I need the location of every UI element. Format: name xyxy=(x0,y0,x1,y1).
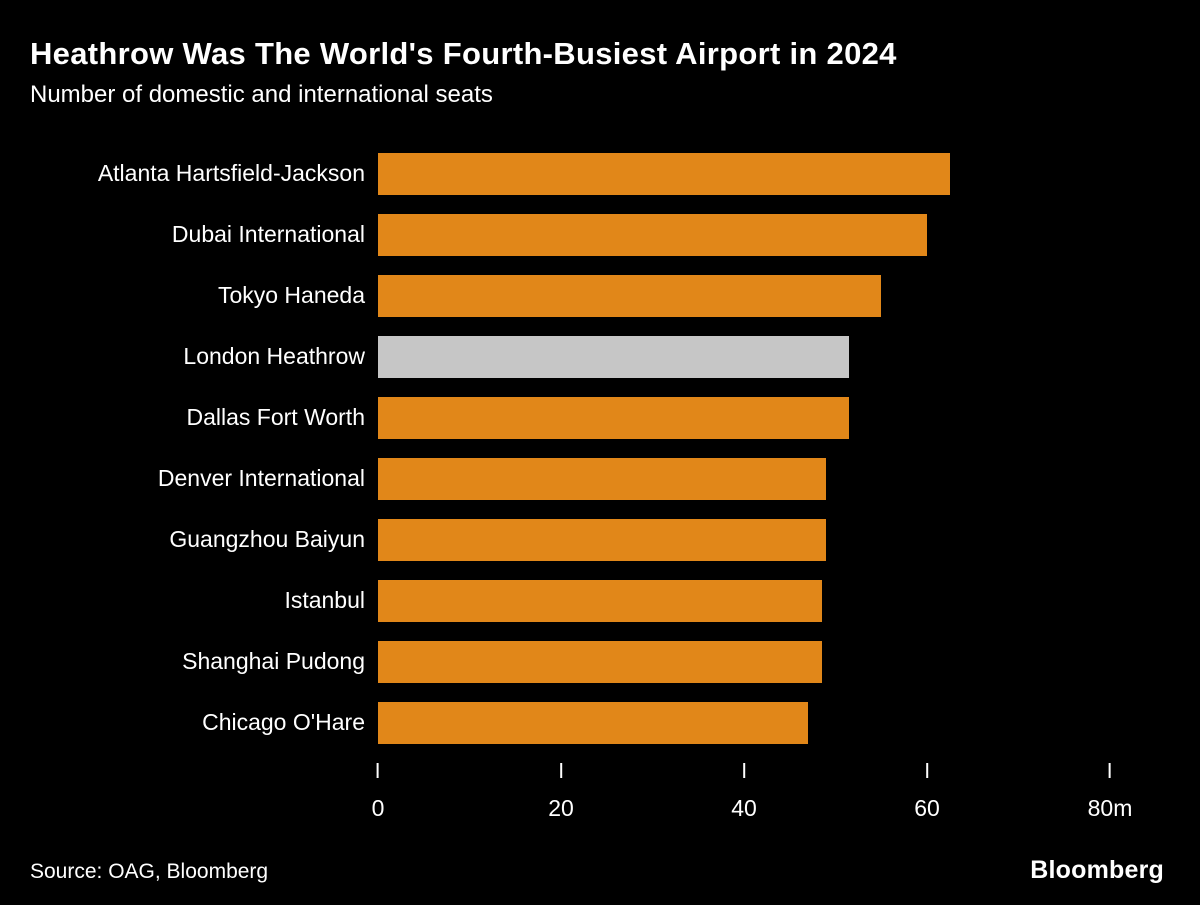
bar xyxy=(378,274,882,317)
bar-track xyxy=(378,579,1110,622)
bar-label: Tokyo Haneda xyxy=(217,282,365,309)
x-tick: 20 xyxy=(548,762,574,822)
bar-label: London Heathrow xyxy=(183,343,365,370)
bar-row: Atlanta Hartsfield-Jackson xyxy=(30,152,1110,195)
bar xyxy=(378,701,809,744)
bar-track xyxy=(378,396,1110,439)
bar-track xyxy=(378,457,1110,500)
chart-header: Heathrow Was The World's Fourth-Busiest … xyxy=(30,36,1170,109)
bar-row: Guangzhou Baiyun xyxy=(30,518,1110,561)
bar-label: Atlanta Hartsfield-Jackson xyxy=(97,160,365,187)
bar xyxy=(378,152,950,195)
bar-track xyxy=(378,701,1110,744)
bar-rows: Atlanta Hartsfield-Jackson Dubai Internat… xyxy=(30,152,1110,744)
x-tick-label: 40 xyxy=(731,794,757,821)
x-tick-mark xyxy=(1109,762,1111,778)
bar xyxy=(378,579,822,622)
bar-track xyxy=(378,518,1110,561)
source-text: Source: OAG, Bloomberg xyxy=(30,860,269,883)
bar-label: Istanbul xyxy=(284,587,365,614)
x-tick-mark xyxy=(926,762,928,778)
bar-label: Chicago O'Hare xyxy=(202,709,365,736)
chart-subtitle: Number of domestic and international sea… xyxy=(30,80,493,108)
bar-label: Denver International xyxy=(157,465,365,492)
bar xyxy=(378,640,822,683)
bar-track xyxy=(378,152,1110,195)
x-tick-label: 0 xyxy=(371,794,385,821)
x-tick: 80m xyxy=(1087,762,1133,822)
bar-track xyxy=(378,335,1110,378)
bar-row: Shanghai Pudong xyxy=(30,640,1110,683)
bar-track xyxy=(378,274,1110,317)
bar-row: Dallas Fort Worth xyxy=(30,396,1110,439)
x-tick-label: 60 xyxy=(914,794,940,821)
bar-track xyxy=(378,213,1110,256)
x-tick-label: 20 xyxy=(548,794,574,821)
bar-row: London Heathrow xyxy=(30,335,1110,378)
bar xyxy=(378,213,927,256)
x-tick-mark xyxy=(743,762,745,778)
bar-track xyxy=(378,640,1110,683)
bar-label: Shanghai Pudong xyxy=(182,648,365,675)
bar xyxy=(378,518,827,561)
x-tick-label: 80m xyxy=(1087,794,1133,821)
bar-row: Istanbul xyxy=(30,579,1110,622)
bar-row: Tokyo Haneda xyxy=(30,274,1110,317)
bar-highlighted xyxy=(378,335,850,378)
x-axis: 0 20 40 60 80m xyxy=(372,762,1132,833)
x-tick-mark xyxy=(560,762,562,778)
bar-label: Dallas Fort Worth xyxy=(186,404,365,431)
bar-row: Chicago O'Hare xyxy=(30,701,1110,744)
bar-chart: Atlanta Hartsfield-Jackson Dubai Internat… xyxy=(30,152,1170,833)
x-tick: 40 xyxy=(731,762,757,822)
bar-row: Denver International xyxy=(30,457,1110,500)
bar-row: Dubai International xyxy=(30,213,1110,256)
chart-footer: Source: OAG, Bloomberg Bloomberg xyxy=(30,856,1164,885)
x-tick: 60 xyxy=(914,762,940,822)
bar xyxy=(378,457,827,500)
x-tick-mark xyxy=(376,762,379,778)
bar-label: Dubai International xyxy=(171,221,365,248)
bar-label: Guangzhou Baiyun xyxy=(169,526,365,553)
bar xyxy=(378,396,850,439)
chart-title: Heathrow Was The World's Fourth-Busiest … xyxy=(30,36,897,71)
x-tick: 0 xyxy=(371,762,385,822)
bloomberg-logo: Bloomberg xyxy=(1030,856,1164,884)
